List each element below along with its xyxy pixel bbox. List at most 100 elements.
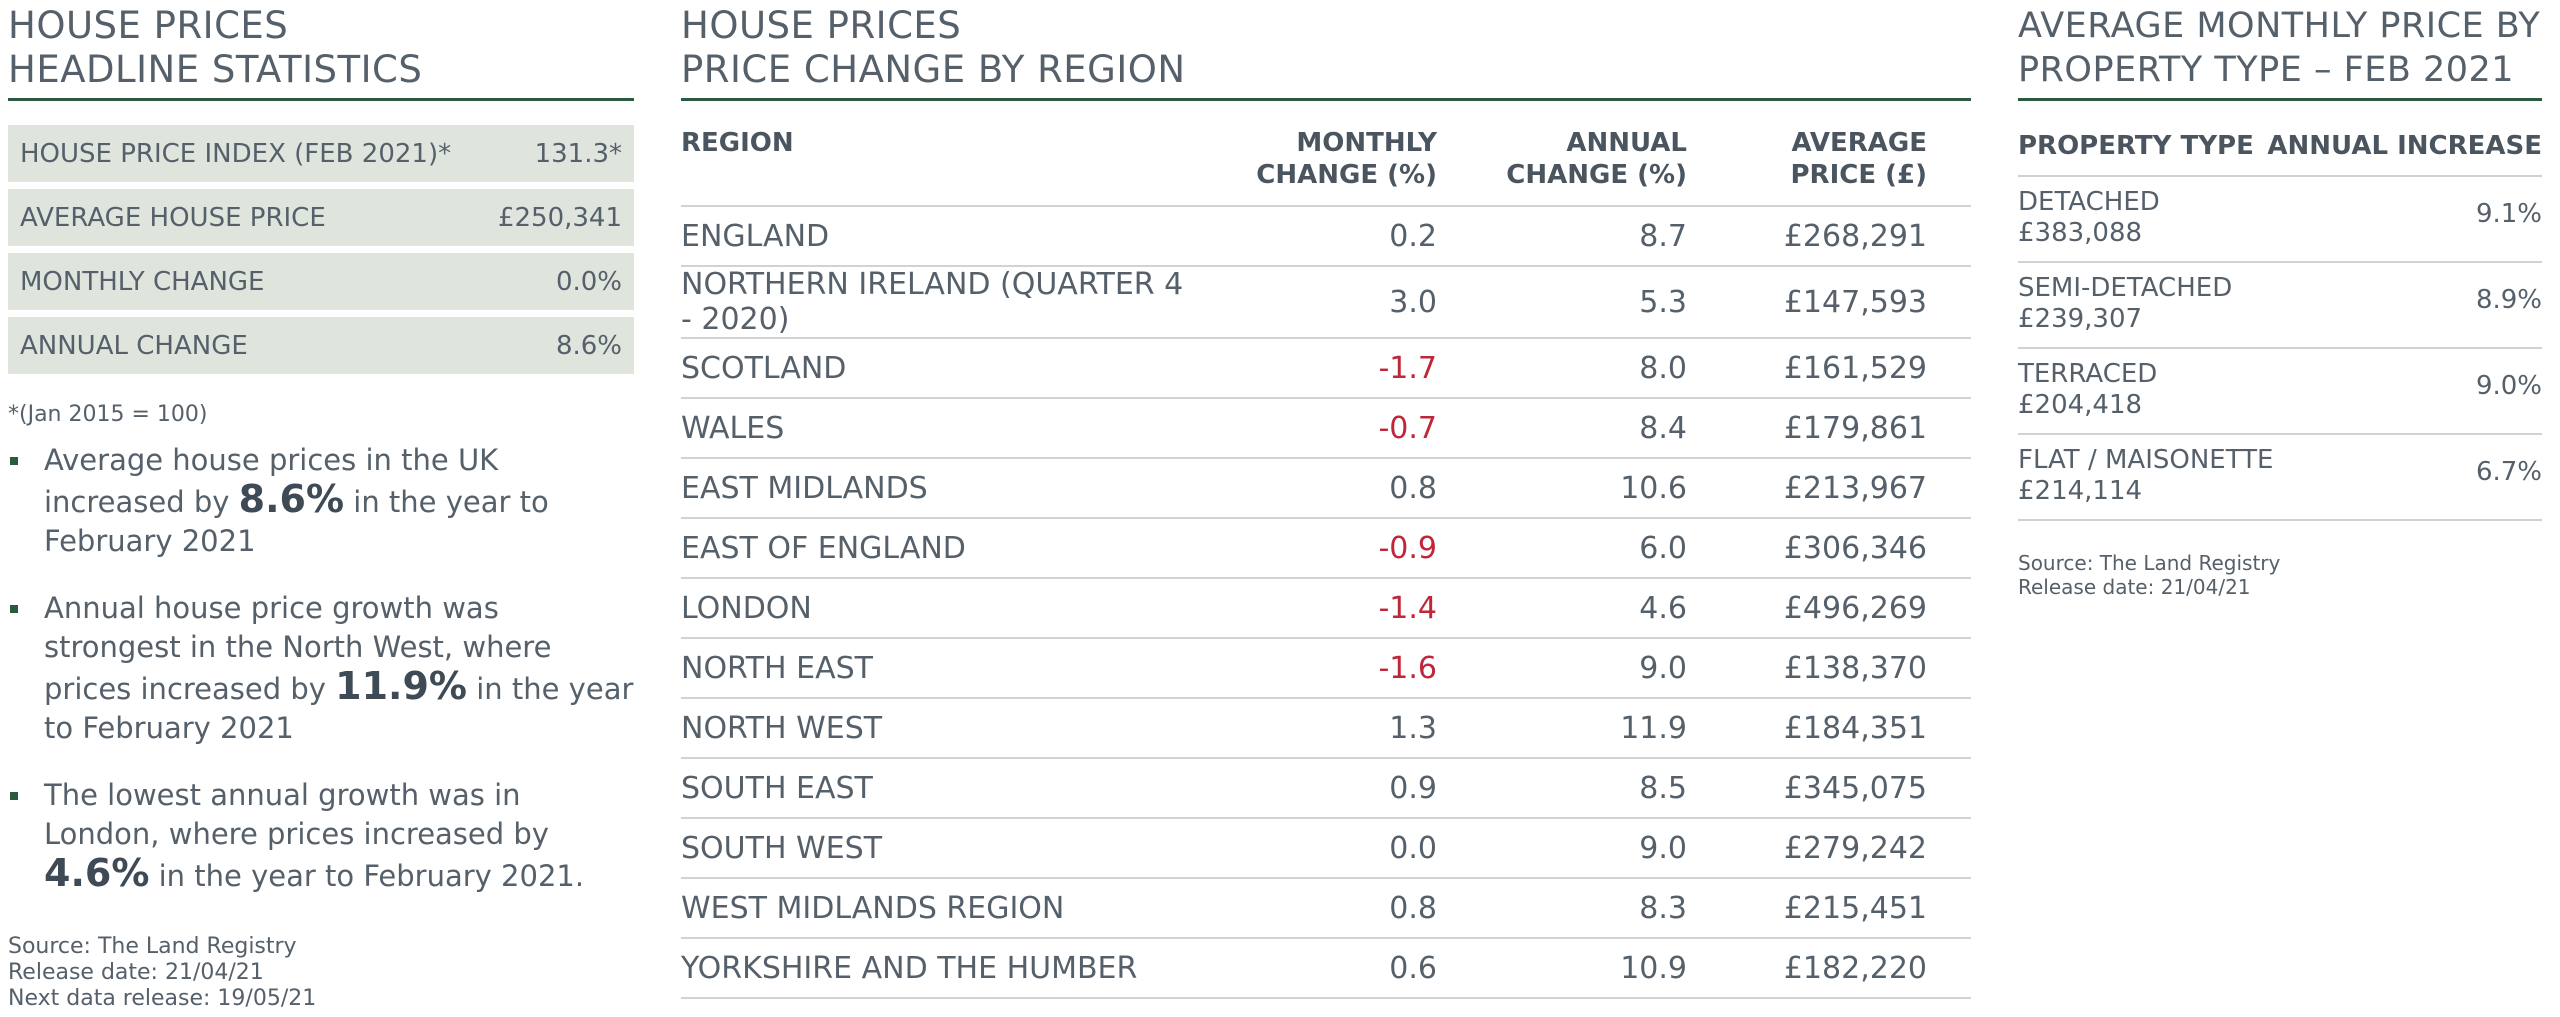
- average-price-cell: £179,861: [1731, 398, 1971, 459]
- release-date: Release date: 21/04/21: [8, 960, 264, 985]
- annual-change-cell: 8.7: [1481, 206, 1731, 267]
- table-row: NORTH WEST 1.3 11.9 £184,351: [681, 698, 1971, 759]
- property-type-panel: AVERAGE MONTHLY PRICE BY PROPERTY TYPE –…: [2018, 0, 2542, 599]
- property-type: TERRACED: [2018, 359, 2158, 389]
- headline-statistics-panel: HOUSE PRICES HEADLINE STATISTICS HOUSE P…: [8, 0, 634, 1012]
- property-price: £204,418: [2018, 390, 2143, 420]
- header-annual-change: ANNUAL CHANGE (%): [1481, 123, 1731, 207]
- table-row: LONDON -1.4 4.6 £496,269: [681, 578, 1971, 639]
- region-cell: NORTH EAST: [681, 638, 1241, 699]
- annual-change-cell: 6.0: [1481, 518, 1731, 579]
- average-price-cell: £182,220: [1731, 938, 1971, 999]
- annual-change-cell: 11.9: [1481, 698, 1731, 759]
- property-rows: DETACHED £383,088 9.1% SEMI-DETACHED £239,30…: [2018, 177, 2542, 521]
- monthly-change-cell: 3.0: [1241, 266, 1481, 339]
- table-row: SOUTH WEST 0.0 9.0 £279,242: [681, 818, 1971, 879]
- header-property-type: PROPERTY TYPE: [2018, 131, 2254, 161]
- average-price-cell: £279,242: [1731, 818, 1971, 879]
- list-item: TERRACED £204,418 9.0%: [2018, 349, 2542, 435]
- region-cell: SOUTH EAST: [681, 758, 1241, 819]
- stat-row: ANNUAL CHANGE 8.6%: [8, 317, 634, 374]
- list-item: SEMI-DETACHED £239,307 8.9%: [2018, 263, 2542, 349]
- property-type: SEMI-DETACHED: [2018, 273, 2233, 303]
- average-price-cell: £306,346: [1731, 518, 1971, 579]
- average-price-cell: £215,451: [1731, 878, 1971, 939]
- header-monthly-change: MONTHLY CHANGE (%): [1241, 123, 1481, 207]
- region-table-header: REGION MONTHLY CHANGE (%) ANNUAL CHANGE …: [681, 123, 1971, 207]
- stat-label: MONTHLY CHANGE: [20, 266, 265, 297]
- next-release: Next data release: 19/05/21: [8, 986, 317, 1011]
- summary-bullet: Annual house price growth was strongest …: [8, 589, 634, 748]
- region-cell: WEST MIDLANDS REGION: [681, 878, 1241, 939]
- annual-change-cell: 9.0: [1481, 638, 1731, 699]
- average-price-cell: £147,593: [1731, 266, 1971, 339]
- annual-change-cell: 10.9: [1481, 938, 1731, 999]
- annual-change-cell: 8.3: [1481, 878, 1731, 939]
- release-date: Release date: 21/04/21: [2018, 575, 2251, 599]
- property-price: £214,114: [2018, 476, 2143, 506]
- region-cell: EAST OF ENGLAND: [681, 518, 1241, 579]
- stat-value: 8.6%: [555, 330, 622, 361]
- stats-list: HOUSE PRICE INDEX (FEB 2021)* 131.3* AVERA…: [8, 125, 634, 374]
- property-price: £383,088: [2018, 218, 2143, 248]
- stat-value: 0.0%: [555, 266, 622, 297]
- monthly-change-cell: -0.9: [1241, 518, 1481, 579]
- average-price-cell: £184,351: [1731, 698, 1971, 759]
- average-price-cell: £268,291: [1731, 206, 1971, 267]
- monthly-change-cell: -0.7: [1241, 398, 1481, 459]
- stat-row: AVERAGE HOUSE PRICE £250,341: [8, 189, 634, 246]
- stat-row: HOUSE PRICE INDEX (FEB 2021)* 131.3*: [8, 125, 634, 182]
- summary-bullet: The lowest annual growth was in London, …: [8, 776, 634, 896]
- summary-bullet: Average house prices in the UK increased…: [8, 441, 634, 561]
- table-row: EAST MIDLANDS 0.8 10.6 £213,967: [681, 458, 1971, 519]
- headline-title: HOUSE PRICES HEADLINE STATISTICS: [8, 4, 423, 91]
- region-cell: EAST MIDLANDS: [681, 458, 1241, 519]
- title-divider: [8, 98, 634, 101]
- property-title: AVERAGE MONTHLY PRICE BY PROPERTY TYPE –…: [2018, 6, 2541, 90]
- annual-change-cell: 9.0: [1481, 818, 1731, 879]
- highlight-value: 4.6%: [44, 851, 150, 895]
- region-cell: LONDON: [681, 578, 1241, 639]
- average-price-cell: £496,269: [1731, 578, 1971, 639]
- table-row: EAST OF ENGLAND -0.9 6.0 £306,346: [681, 518, 1971, 579]
- table-row: NORTH EAST -1.6 9.0 £138,370: [681, 638, 1971, 699]
- monthly-change-cell: 0.8: [1241, 878, 1481, 939]
- property-price: £239,307: [2018, 304, 2143, 334]
- monthly-change-cell: 0.0: [1241, 818, 1481, 879]
- table-row: ENGLAND 0.2 8.7 £268,291: [681, 206, 1971, 267]
- stat-label: AVERAGE HOUSE PRICE: [20, 202, 326, 233]
- region-cell: SOUTH WEST: [681, 818, 1241, 879]
- monthly-change-cell: 0.2: [1241, 206, 1481, 267]
- table-row: NORTHERN IRELAND (QUARTER 4 - 2020) 3.0 5.…: [681, 266, 1971, 339]
- index-footnote: *(Jan 2015 = 100): [8, 402, 208, 427]
- annual-increase: 8.9%: [2475, 285, 2542, 315]
- monthly-change-cell: -1.7: [1241, 338, 1481, 399]
- header-average-price: AVERAGE PRICE (£): [1731, 123, 1971, 207]
- title-divider: [2018, 98, 2542, 101]
- region-cell: NORTHERN IRELAND (QUARTER 4 - 2020): [681, 266, 1241, 339]
- region-title: HOUSE PRICES PRICE CHANGE BY REGION: [681, 4, 1186, 91]
- annual-change-cell: 10.6: [1481, 458, 1731, 519]
- average-price-cell: £213,967: [1731, 458, 1971, 519]
- average-price-cell: £138,370: [1731, 638, 1971, 699]
- property-source-info: Source: The Land Registry Release date: …: [2018, 551, 2542, 599]
- annual-increase: 9.1%: [2475, 199, 2542, 229]
- list-item: FLAT / MAISONETTE £214,114 6.7%: [2018, 435, 2542, 521]
- source-text: Source: The Land Registry: [2018, 551, 2281, 575]
- annual-change-cell: 5.3: [1481, 266, 1731, 339]
- region-cell: YORKSHIRE AND THE HUMBER: [681, 938, 1241, 999]
- monthly-change-cell: -1.6: [1241, 638, 1481, 699]
- monthly-change-cell: 1.3: [1241, 698, 1481, 759]
- highlight-value: 8.6%: [238, 477, 345, 521]
- annual-increase: 9.0%: [2475, 371, 2542, 401]
- property-type: FLAT / MAISONETTE: [2018, 445, 2274, 475]
- stat-value: 131.3*: [534, 138, 622, 169]
- annual-change-cell: 8.5: [1481, 758, 1731, 819]
- annual-change-cell: 4.6: [1481, 578, 1731, 639]
- annual-increase: 6.7%: [2475, 457, 2542, 487]
- average-price-cell: £161,529: [1731, 338, 1971, 399]
- title-divider: [681, 98, 1971, 101]
- monthly-change-cell: -1.4: [1241, 578, 1481, 639]
- table-row: WEST MIDLANDS REGION 0.8 8.3 £215,451: [681, 878, 1971, 939]
- summary-bullets: Average house prices in the UK increased…: [8, 441, 634, 896]
